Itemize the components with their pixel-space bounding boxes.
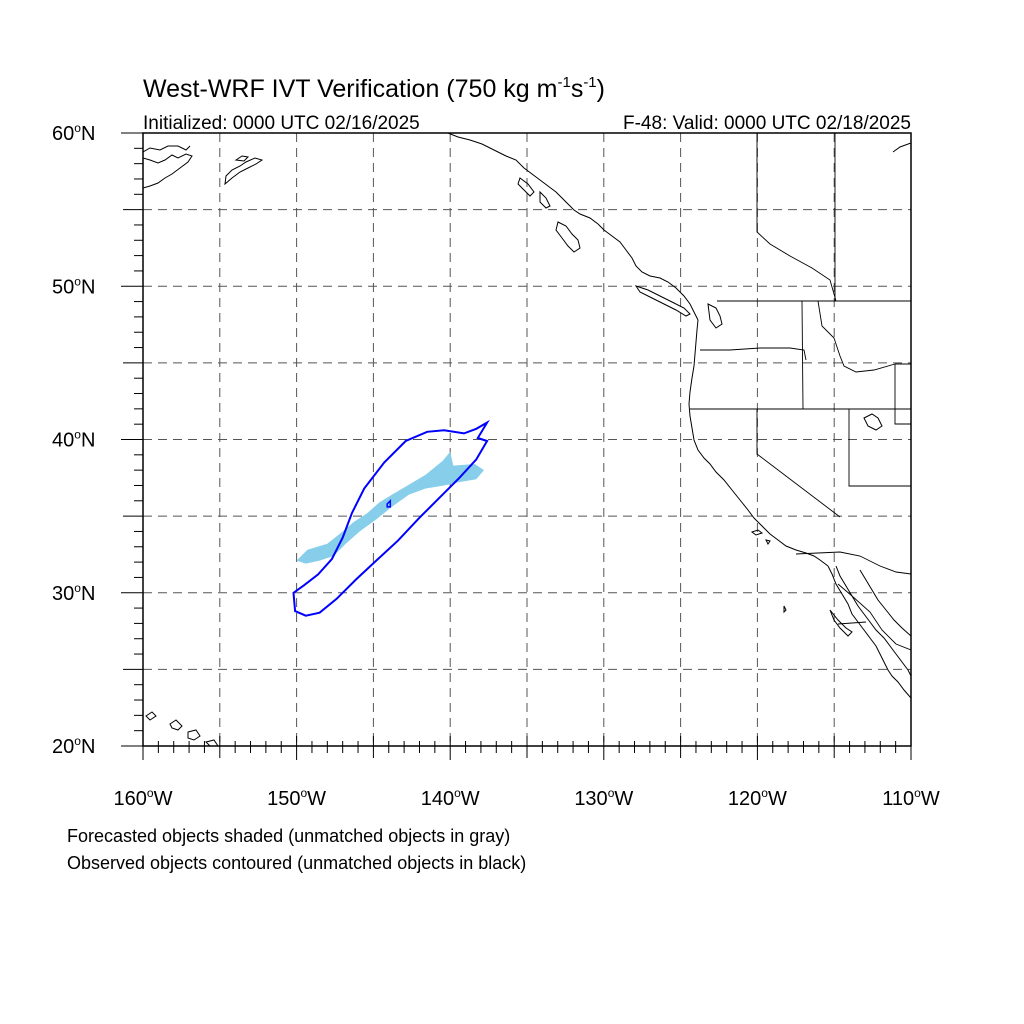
title-superscript-1: -1 <box>557 74 570 91</box>
lon-label: 120oW <box>728 786 787 810</box>
footer-observed-note: Observed objects contoured (unmatched ob… <box>67 853 526 873</box>
axis-ticks <box>121 132 912 760</box>
longitude-labels: 160oW 150oW 140oW 130oW 120oW 110oW <box>114 786 940 810</box>
graticule-grid <box>143 133 911 746</box>
lon-label: 110oW <box>882 786 940 810</box>
lat-label: 50oN <box>52 274 95 298</box>
title-suffix: ) <box>597 75 605 103</box>
coastlines <box>143 133 911 746</box>
title-mid: s <box>571 75 584 103</box>
latitude-labels: 60oN 50oN 40oN 30oN 20oN <box>52 121 95 758</box>
observed-ivt-contour <box>292 419 490 617</box>
title-prefix: West-WRF IVT Verification (750 kg m <box>143 75 557 103</box>
observed-ivt-contour-small <box>386 498 392 508</box>
valid-time-label: F-48: Valid: 0000 UTC 02/18/2025 <box>623 113 911 134</box>
lat-label: 40oN <box>52 428 95 452</box>
lat-label: 30oN <box>52 581 95 605</box>
lat-label: 20oN <box>52 734 95 758</box>
map-title: West-WRF IVT Verification (750 kg m-1s-1… <box>143 74 605 103</box>
lon-label: 160oW <box>114 786 173 810</box>
footer-forecast-note: Forecasted objects shaded (unmatched obj… <box>67 826 510 846</box>
lon-label: 140oW <box>421 786 480 810</box>
title-superscript-2: -1 <box>583 74 596 91</box>
lon-label: 150oW <box>267 786 326 810</box>
init-time-label: Initialized: 0000 UTC 02/16/2025 <box>143 113 420 134</box>
political-borders <box>690 133 911 651</box>
lat-label: 60oN <box>52 121 95 145</box>
lon-label: 130oW <box>574 786 633 810</box>
